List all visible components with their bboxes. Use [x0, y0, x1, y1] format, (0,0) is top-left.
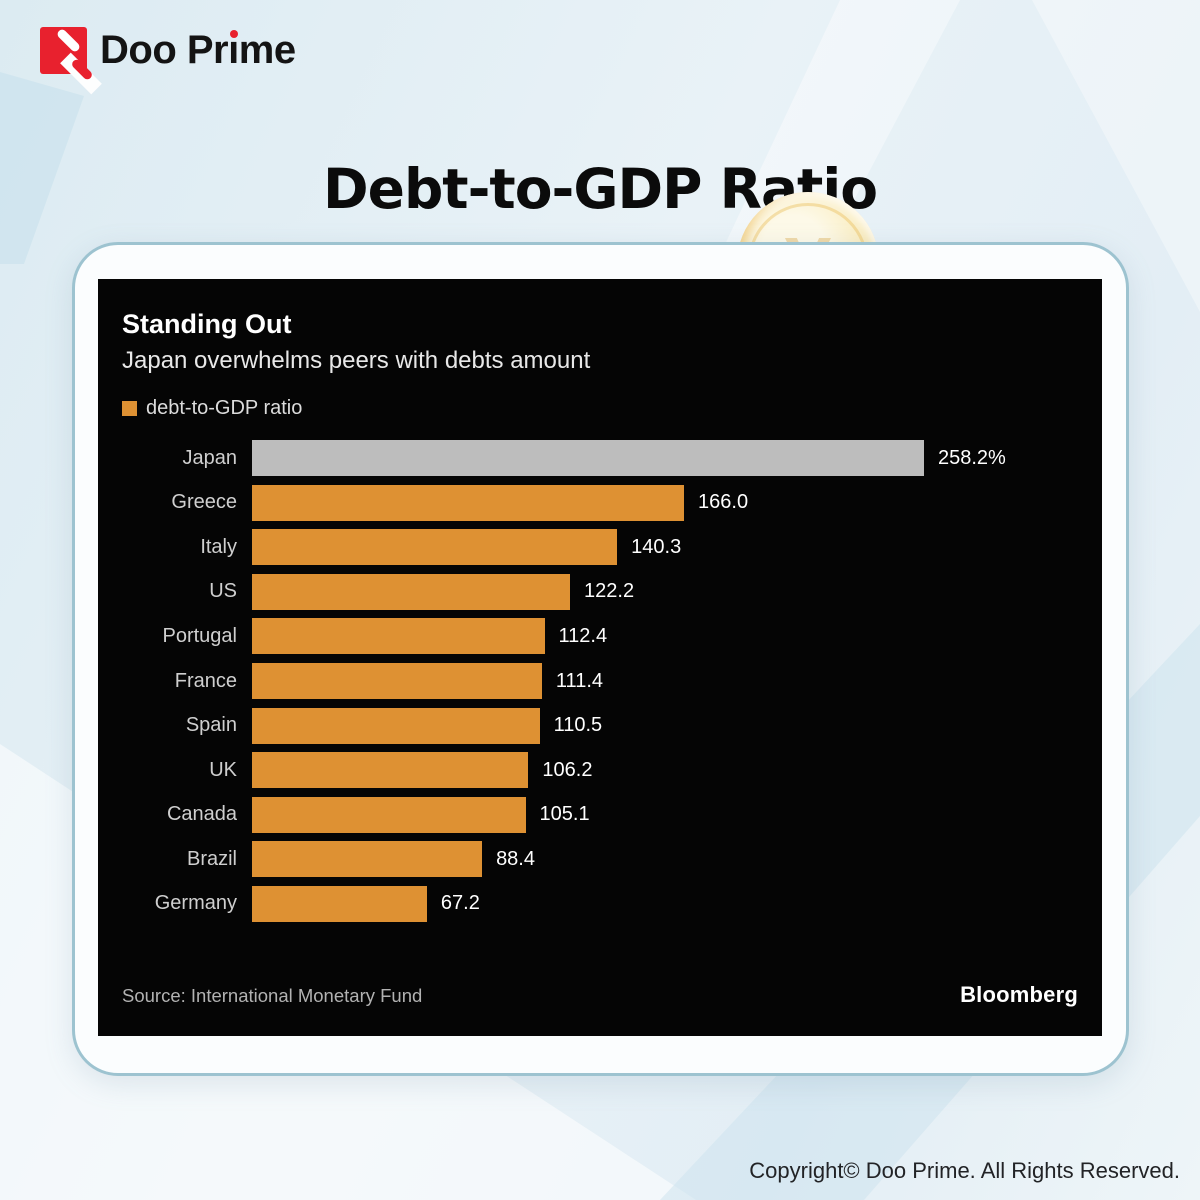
bar-category-label: Spain — [185, 714, 237, 737]
bar-category-label: France — [174, 669, 237, 692]
bar-value-label: 258.2% — [938, 446, 1006, 469]
bar-value-label: 140.3 — [631, 535, 682, 558]
bar-value-label: 88.4 — [496, 847, 535, 870]
bar-value-label: 112.4 — [558, 624, 608, 647]
copyright-text: Copyright© Doo Prime. All Rights Reserve… — [749, 1158, 1180, 1183]
bar-value-label: 106.2 — [542, 758, 593, 781]
bar-value-label: 111.4 — [555, 669, 604, 692]
bar — [252, 663, 542, 700]
bar-category-label: Japan — [182, 446, 238, 469]
bar-value-label: 110.5 — [553, 714, 603, 737]
bar-value-label: 105.1 — [539, 803, 590, 826]
chart-legend: debt-to-GDP ratio — [122, 397, 1078, 420]
bar-row: Greece 166.0 — [122, 484, 1078, 521]
bar — [252, 529, 618, 566]
bar — [252, 618, 545, 655]
bar-category-label: Brazil — [186, 847, 237, 870]
bar-row: Spain 110.5 — [122, 707, 1078, 744]
bar — [252, 440, 924, 477]
bar-category-label: Portugal — [162, 624, 238, 647]
bloomberg-attribution: Bloomberg — [960, 982, 1078, 1007]
legend-label: debt-to-GDP ratio — [146, 397, 303, 420]
bar — [252, 796, 526, 833]
chart-footer: Source: International Monetary Fund Bloo… — [122, 982, 1078, 1008]
bar — [252, 484, 685, 521]
bar-category-label: UK — [209, 758, 237, 781]
doo-prime-logo: Doo Prıme — [40, 27, 296, 95]
bar — [252, 707, 540, 744]
bar-row: UK 106.2 — [122, 752, 1078, 789]
bar-row: US 122.2 — [122, 573, 1078, 610]
doo-prime-logo-text: Doo Prıme — [100, 28, 296, 72]
chart-card: Standing Out Japan overwhelms peers with… — [72, 242, 1129, 1076]
bar-value-label: 67.2 — [440, 892, 480, 915]
bar — [252, 573, 571, 610]
bar — [252, 752, 529, 789]
chart-source: Source: International Monetary Fund — [122, 985, 423, 1006]
page-title: Debt-to-GDP Ratio — [322, 156, 878, 221]
legend-swatch — [122, 401, 137, 417]
bloomberg-chart: Standing Out Japan overwhelms peers with… — [98, 279, 1102, 1036]
bar-category-label: Greece — [171, 491, 237, 514]
bar — [252, 885, 427, 922]
chart-subtitle: Japan overwhelms peers with debts amount — [122, 347, 591, 375]
doo-prime-logo-icon — [40, 27, 102, 95]
bar-category-label: Italy — [200, 535, 237, 558]
chart-title: Standing Out — [122, 309, 292, 339]
bar — [252, 841, 483, 878]
bar-category-label: Canada — [166, 803, 237, 826]
bar-value-label: 166.0 — [698, 491, 749, 514]
bar-row: Italy 140.3 — [122, 529, 1078, 566]
bar-row: Portugal 112.4 — [122, 618, 1078, 655]
bar-row: Japan 258.2% — [122, 440, 1078, 477]
bar-row: Canada 105.1 — [122, 796, 1078, 833]
bar-category-label: Germany — [154, 892, 237, 915]
bar-row: France 111.4 — [122, 663, 1078, 700]
bar-row: Germany 67.2 — [122, 885, 1078, 922]
bar-row: Brazil 88.4 — [122, 841, 1078, 878]
bar-category-label: US — [209, 580, 237, 603]
bar-rows: Japan 258.2% Greece 166.0 Italy 140.3 US 122.2 P… — [122, 440, 1078, 922]
bar-value-label: 122.2 — [584, 580, 635, 603]
